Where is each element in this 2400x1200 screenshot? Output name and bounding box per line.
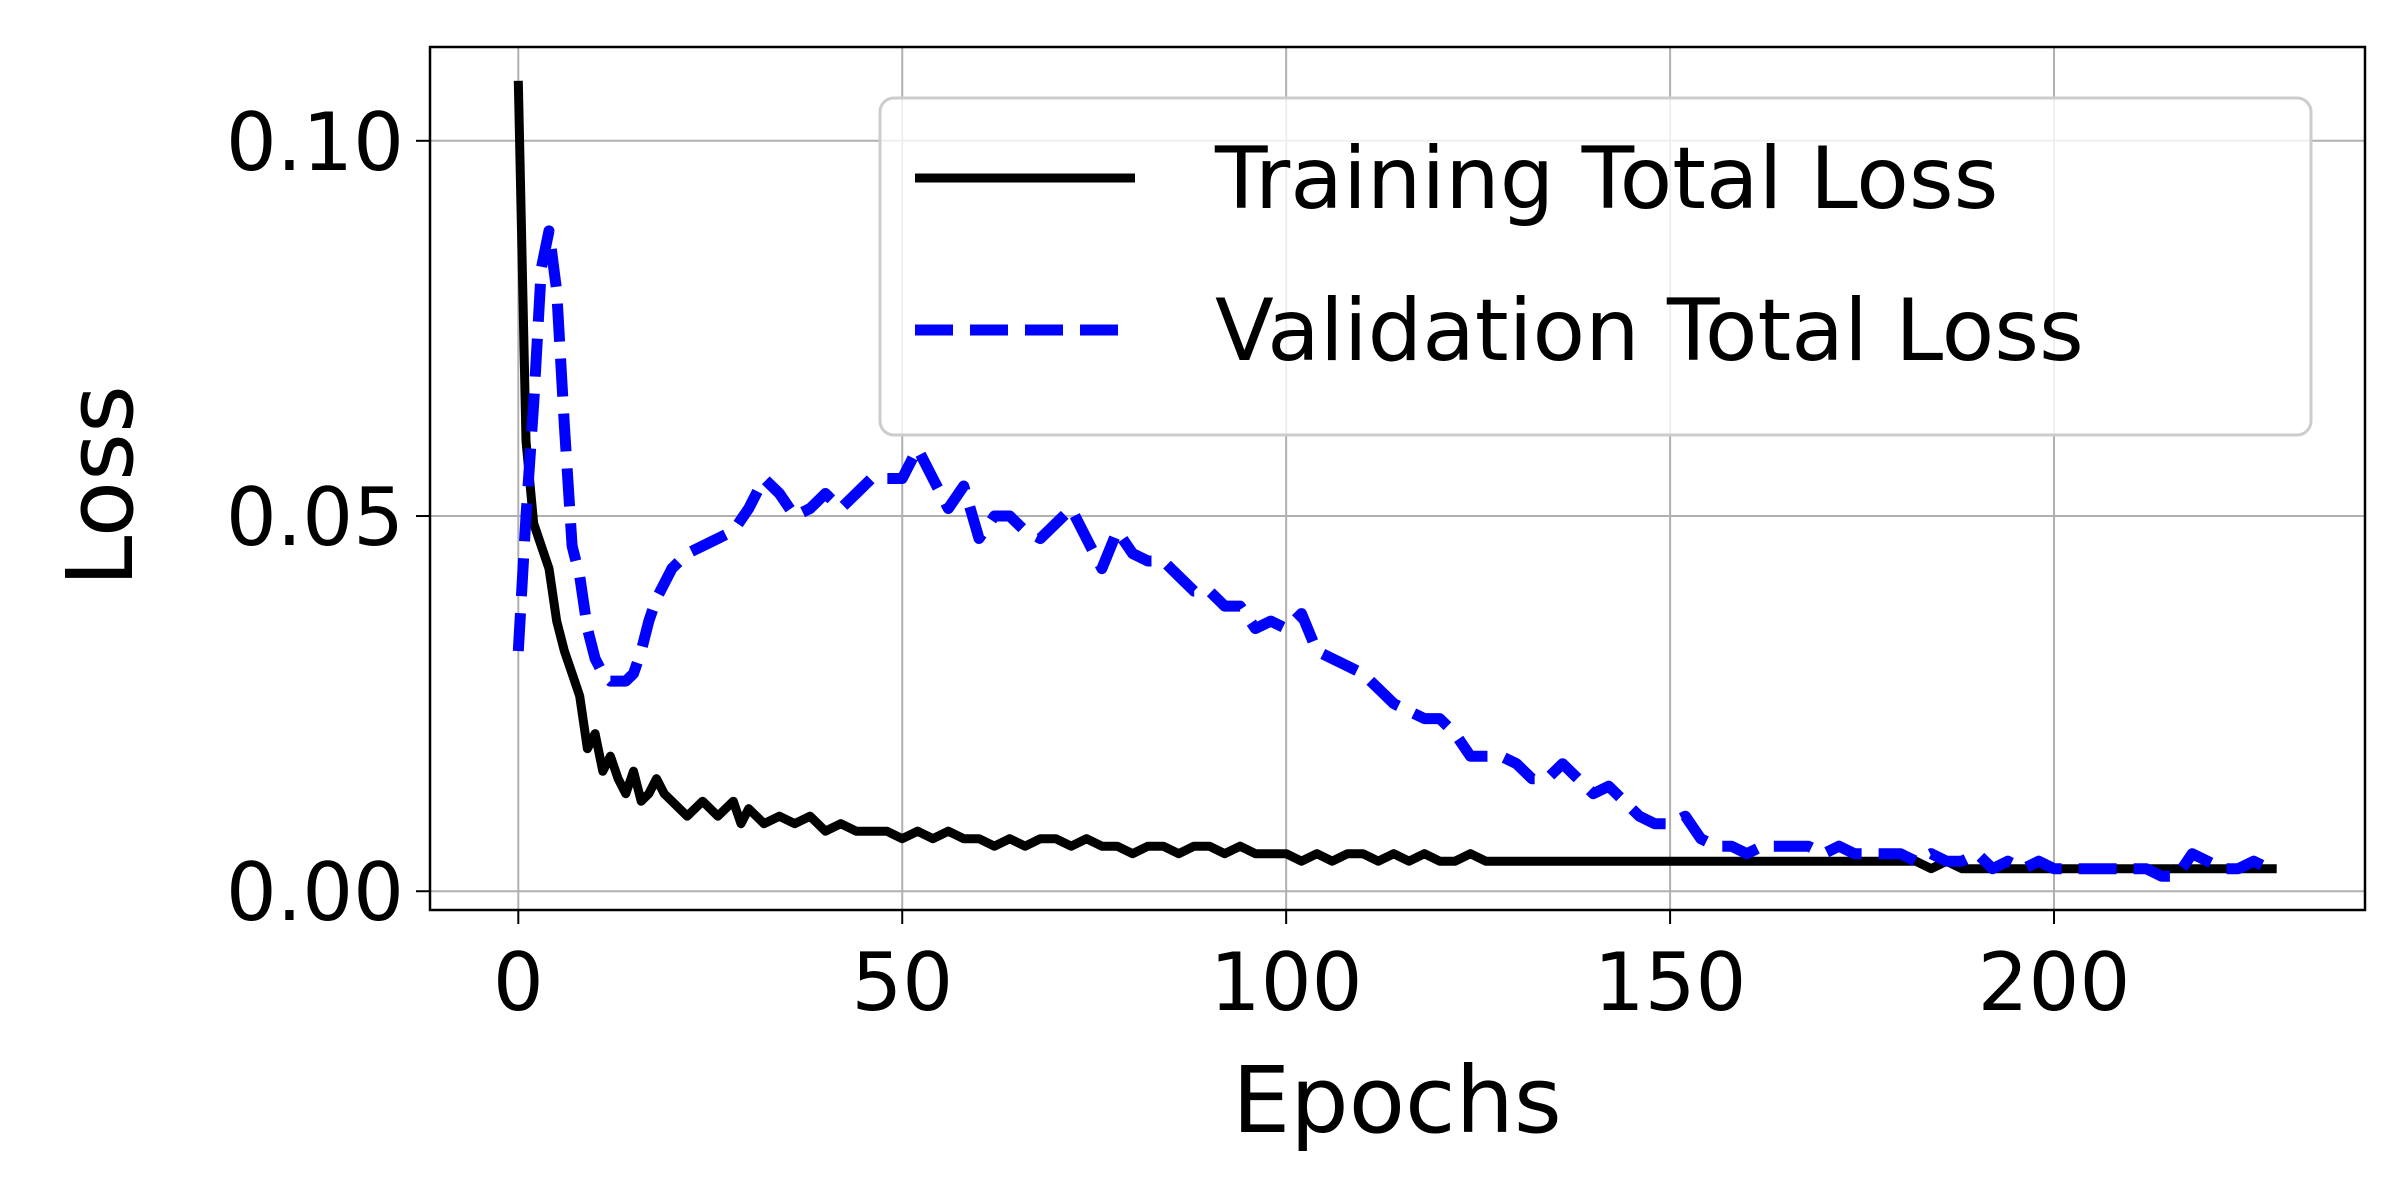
plot-frame [428, 45, 2367, 912]
plot-area [512, 80, 2277, 882]
y-tick-label: 0.10 [226, 96, 404, 189]
legend-label: Validation Total Loss [1215, 281, 2084, 381]
y-tick-label: 0.00 [226, 846, 404, 939]
legend-box [878, 96, 2313, 437]
x-tick-label: 0 [493, 936, 544, 1029]
x-tick-label: 150 [1594, 936, 1747, 1029]
series-layer [512, 80, 2277, 882]
x-tick-label: 50 [851, 936, 953, 1029]
x-axis-label: Epochs [1232, 1047, 1562, 1154]
y-axis: 0.00 0.05 0.10 [226, 96, 430, 939]
legend: Training Total Loss Validation Total Loss [878, 96, 2313, 437]
y-axis-label: Loss [47, 385, 154, 587]
x-axis: 0 50 100 150 200 [493, 910, 2131, 1029]
y-tick-label: 0.05 [226, 471, 404, 564]
training-loss-line [513, 80, 2277, 874]
legend-label: Training Total Loss [1214, 129, 1999, 229]
validation-loss-line [512, 225, 2277, 882]
x-tick-label: 200 [1978, 936, 2131, 1029]
x-tick-label: 100 [1210, 936, 1363, 1029]
